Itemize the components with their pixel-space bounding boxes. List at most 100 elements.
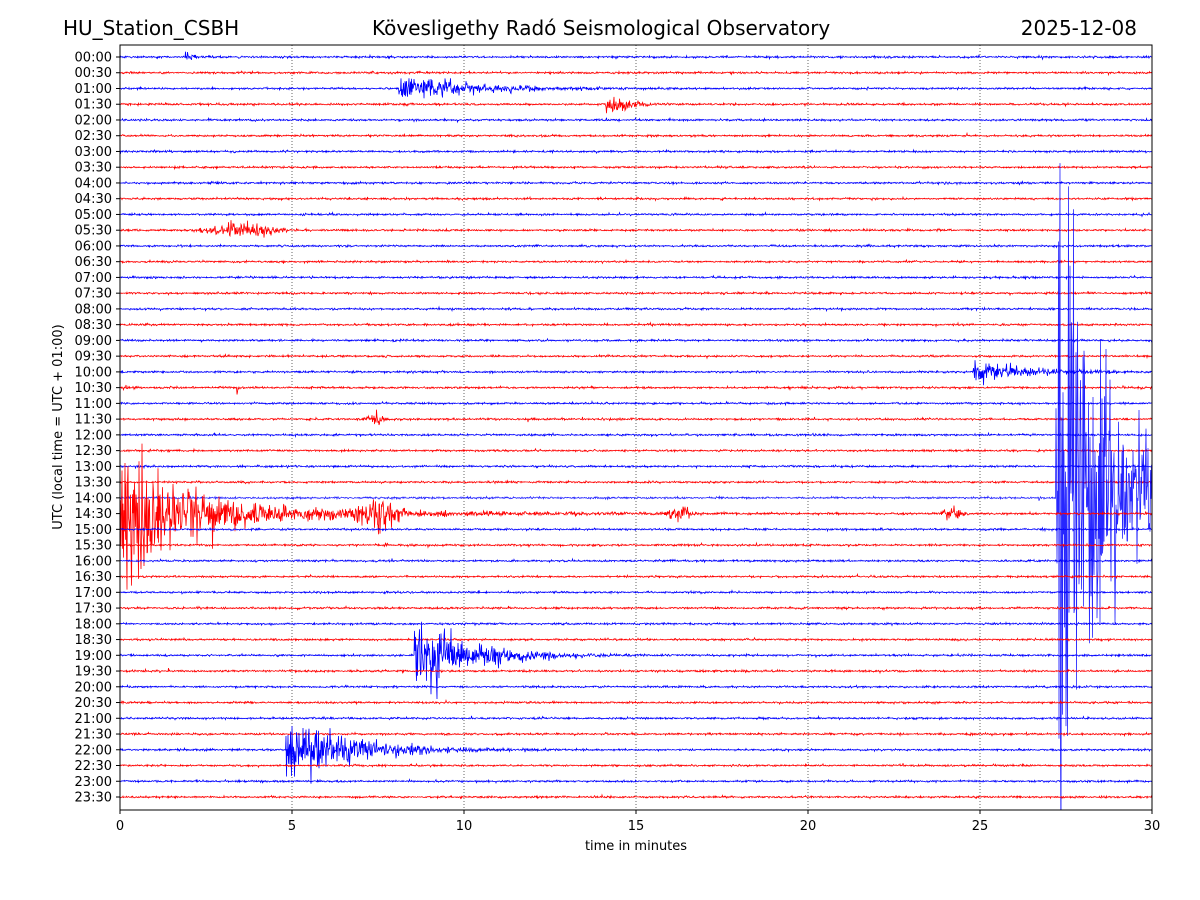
- trace-1900: [120, 621, 1152, 700]
- trace-2000: [120, 684, 1152, 690]
- y-tick-label: 16:30: [75, 570, 112, 585]
- x-tick-label: 25: [972, 819, 989, 834]
- y-tick-label: 12:00: [75, 428, 112, 443]
- trace-2100: [120, 714, 1152, 721]
- trace-0200: [120, 116, 1152, 124]
- observatory-title: Kövesligethy Radó Seismological Observat…: [372, 16, 831, 40]
- trace-1100: [120, 399, 1152, 407]
- y-tick-label: 00:00: [75, 51, 112, 66]
- grid-lines: [291, 45, 981, 810]
- y-tick-label: 03:30: [75, 161, 112, 176]
- trace-1630: [120, 572, 1152, 580]
- y-tick-label: 08:00: [75, 302, 112, 317]
- y-tick-label: 01:00: [75, 82, 112, 97]
- trace-1130: [120, 409, 1152, 426]
- x-ticks: 0 5 10 15 20 25 30: [116, 810, 1160, 834]
- trace-0700: [120, 274, 1152, 281]
- trace-2330: [120, 793, 1152, 800]
- x-tick-label: 15: [628, 819, 645, 834]
- y-tick-label: 15:00: [75, 523, 112, 538]
- y-tick-label: 02:00: [75, 113, 112, 128]
- trace-0000: [120, 51, 1152, 61]
- y-tick-label: 23:30: [75, 791, 112, 806]
- trace-0030: [120, 69, 1152, 77]
- trace-0500: [120, 211, 1152, 218]
- y-tick-label: 08:30: [75, 318, 112, 333]
- trace-1500: [120, 526, 1152, 533]
- y-ticks: 00:0000:3001:0001:3002:0002:3003:0003:30…: [75, 51, 120, 806]
- x-tick-label: 10: [456, 819, 473, 834]
- trace-0600: [120, 243, 1152, 249]
- date-title: 2025-12-08: [1020, 16, 1137, 40]
- trace-1300: [120, 463, 1152, 470]
- x-tick-label: 0: [116, 819, 124, 834]
- y-tick-label: 19:00: [75, 649, 112, 664]
- trace-0230: [120, 131, 1152, 139]
- y-tick-label: 12:30: [75, 444, 112, 459]
- trace-1030: [120, 384, 1152, 395]
- trace-0100: [120, 78, 1152, 99]
- trace-0430: [120, 195, 1152, 202]
- trace-0800: [120, 305, 1152, 313]
- y-tick-label: 11:30: [75, 413, 112, 428]
- y-tick-label: 06:00: [75, 239, 112, 254]
- y-tick-label: 13:00: [75, 460, 112, 475]
- trace-2230: [120, 762, 1152, 769]
- y-tick-label: 05:00: [75, 208, 112, 223]
- x-axis-label: time in minutes: [585, 839, 687, 854]
- trace-1400: [120, 163, 1152, 810]
- trace-0930: [120, 353, 1152, 360]
- trace-0530: [120, 220, 1152, 238]
- y-tick-label: 15:30: [75, 539, 112, 554]
- traces: [120, 51, 1152, 810]
- trace-1530: [120, 541, 1152, 549]
- x-tick-label: 20: [800, 819, 817, 834]
- y-tick-label: 06:30: [75, 255, 112, 270]
- y-tick-label: 11:00: [75, 397, 112, 412]
- y-tick-label: 18:30: [75, 633, 112, 648]
- trace-1930: [120, 667, 1152, 675]
- y-tick-label: 17:30: [75, 602, 112, 617]
- trace-0330: [120, 164, 1152, 171]
- trace-0400: [120, 180, 1152, 186]
- y-tick-label: 07:30: [75, 287, 112, 302]
- y-tick-label: 22:00: [75, 743, 112, 758]
- y-tick-label: 20:30: [75, 696, 112, 711]
- trace-1800: [120, 621, 1152, 627]
- trace-1230: [120, 447, 1152, 454]
- y-tick-label: 14:00: [75, 491, 112, 506]
- trace-1600: [120, 557, 1152, 564]
- y-tick-label: 04:30: [75, 192, 112, 207]
- trace-0130: [120, 96, 1152, 114]
- y-tick-label: 14:30: [75, 507, 112, 522]
- station-title: HU_Station_CSBH: [63, 16, 240, 40]
- y-tick-label: 02:30: [75, 129, 112, 144]
- trace-0830: [120, 321, 1152, 328]
- y-tick-label: 19:30: [75, 665, 112, 680]
- trace-1200: [120, 431, 1152, 439]
- y-tick-label: 17:00: [75, 586, 112, 601]
- y-tick-label: 04:00: [75, 176, 112, 191]
- y-tick-label: 10:00: [75, 365, 112, 380]
- trace-0730: [120, 290, 1152, 296]
- y-tick-label: 13:30: [75, 476, 112, 491]
- trace-0900: [120, 337, 1152, 344]
- trace-0630: [120, 258, 1152, 265]
- y-tick-label: 21:00: [75, 712, 112, 727]
- y-tick-label: 10:30: [75, 381, 112, 396]
- x-tick-label: 5: [288, 819, 296, 834]
- trace-1730: [120, 605, 1152, 611]
- y-tick-label: 09:00: [75, 334, 112, 349]
- trace-2030: [120, 698, 1152, 706]
- trace-1430: [120, 443, 1152, 590]
- y-tick-label: 18:00: [75, 617, 112, 632]
- y-tick-label: 05:30: [75, 224, 112, 239]
- y-tick-label: 03:00: [75, 145, 112, 160]
- trace-1000: [120, 360, 1152, 386]
- y-tick-label: 09:30: [75, 350, 112, 365]
- y-tick-label: 00:30: [75, 66, 112, 81]
- trace-0300: [120, 148, 1152, 155]
- y-axis-label: UTC (local time = UTC + 01:00): [51, 324, 66, 529]
- y-tick-label: 07:00: [75, 271, 112, 286]
